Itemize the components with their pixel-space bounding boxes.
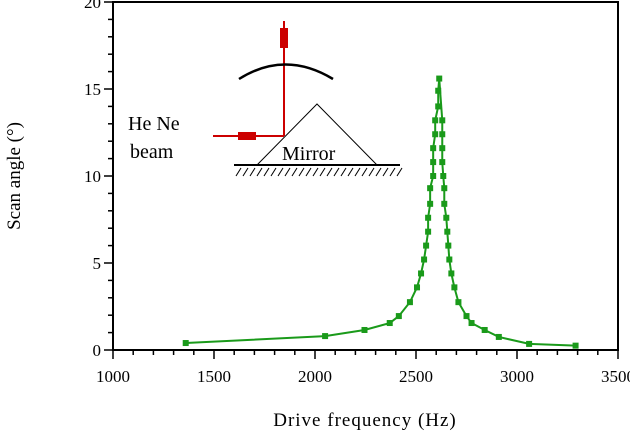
data-point xyxy=(432,131,439,138)
hatch-line xyxy=(389,167,396,177)
hatch-line xyxy=(368,167,375,177)
hatch-line xyxy=(291,167,298,177)
hatch-line xyxy=(326,167,333,177)
rotation-arc-icon xyxy=(238,63,334,81)
beam-label-line1: He Ne xyxy=(128,113,180,135)
data-point xyxy=(455,299,462,306)
reflected-beam-arrow-icon xyxy=(280,28,288,48)
mirror-inset-diagram: Mirror He Ne beam xyxy=(128,21,403,177)
data-point xyxy=(526,340,533,347)
data-point xyxy=(406,299,413,306)
data-point xyxy=(435,87,442,94)
hatch-line xyxy=(284,167,291,177)
hatch-line xyxy=(242,167,249,177)
incident-beam-arrow-icon xyxy=(238,132,256,140)
data-point xyxy=(440,173,447,179)
y-tick-label: 20 xyxy=(84,0,101,12)
data-point xyxy=(441,200,448,207)
hatch-line xyxy=(396,167,403,177)
data-point xyxy=(439,145,446,152)
axes xyxy=(104,1,619,359)
data-point xyxy=(414,284,421,291)
data-point xyxy=(361,326,368,333)
data-point xyxy=(444,228,451,235)
data-point xyxy=(495,333,502,340)
y-tick-label: 0 xyxy=(93,341,102,360)
data-point xyxy=(430,159,437,166)
data-point xyxy=(451,284,458,291)
data-point xyxy=(395,313,402,320)
x-tick-label: 3000 xyxy=(500,367,534,386)
x-tick-label: 1500 xyxy=(197,367,231,386)
mirror-triangle xyxy=(256,103,378,166)
ground-hatching xyxy=(235,167,403,177)
data-point xyxy=(421,256,428,263)
data-point xyxy=(439,159,446,166)
hatch-line xyxy=(375,167,382,177)
data-point xyxy=(425,228,432,235)
data-point xyxy=(436,75,443,82)
data-point xyxy=(423,242,430,249)
hatch-line xyxy=(256,167,263,177)
data-point xyxy=(418,270,425,277)
data-point xyxy=(448,270,455,277)
hatch-line xyxy=(340,167,347,177)
data-point xyxy=(435,103,442,110)
data-point xyxy=(430,173,437,179)
hatch-line xyxy=(235,167,242,177)
hatch-line xyxy=(277,167,284,177)
x-tick-label: 2000 xyxy=(298,367,332,386)
data-point xyxy=(427,200,434,207)
hatch-line xyxy=(305,167,312,177)
data-point xyxy=(445,242,452,249)
hatch-line xyxy=(298,167,305,177)
hatch-line xyxy=(347,167,354,177)
y-tick-label: 5 xyxy=(93,254,102,273)
data-point xyxy=(432,117,439,124)
data-point xyxy=(463,313,470,320)
beam-label-line2: beam xyxy=(130,141,174,163)
data-point xyxy=(439,117,446,124)
data-point xyxy=(481,326,488,333)
data-point xyxy=(572,342,579,349)
hatch-line xyxy=(263,167,270,177)
hatch-line xyxy=(312,167,319,177)
hatch-line xyxy=(382,167,389,177)
data-point xyxy=(441,185,448,192)
data-point xyxy=(427,185,434,192)
x-axis-label: Drive frequency (Hz) xyxy=(273,410,457,431)
data-point xyxy=(322,333,329,340)
series-markers xyxy=(182,75,579,349)
data-point xyxy=(439,131,446,138)
plot-frame xyxy=(112,1,619,351)
hatch-line xyxy=(333,167,340,177)
y-tick-label: 15 xyxy=(84,80,101,99)
y-axis-label: Scan angle (°) xyxy=(4,122,25,230)
data-point xyxy=(386,320,393,327)
data-point xyxy=(468,320,475,327)
hatch-line xyxy=(361,167,368,177)
series-line xyxy=(185,78,576,347)
data-point xyxy=(443,214,450,221)
hatch-line xyxy=(319,167,326,177)
mirror-label: Mirror xyxy=(282,143,336,165)
hatch-line xyxy=(249,167,256,177)
hatch-line xyxy=(270,167,277,177)
hatch-line xyxy=(354,167,361,177)
data-point xyxy=(446,256,453,263)
data-point xyxy=(182,340,189,347)
x-tick-label: 2500 xyxy=(399,367,433,386)
data-point xyxy=(430,145,437,152)
data-point xyxy=(425,214,432,221)
x-tick-label: 1000 xyxy=(96,367,130,386)
y-tick-label: 10 xyxy=(84,167,101,186)
